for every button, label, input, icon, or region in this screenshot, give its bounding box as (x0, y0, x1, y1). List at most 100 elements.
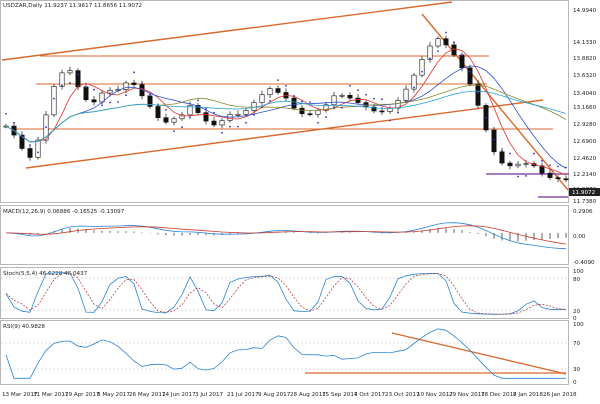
annotations (1, 1, 569, 375)
stoch-tick-label: 0 (573, 316, 577, 322)
candle-body (243, 110, 249, 115)
psar-dot (437, 50, 439, 52)
stoch-tick-label: 20 (573, 309, 581, 315)
psar-dot (533, 152, 535, 155)
candle-body (347, 94, 353, 99)
psar-dot (181, 126, 183, 129)
candle-body (195, 105, 201, 113)
candle-body (379, 110, 385, 113)
x-tick-label: 23 Oct 2017 (385, 392, 420, 398)
candle-body (67, 70, 73, 74)
psar-dot (453, 41, 455, 44)
psar-dot (197, 99, 199, 102)
psar-dot (45, 126, 47, 129)
psar-dot (229, 125, 231, 128)
candle-body (251, 102, 257, 111)
candle-body (51, 86, 57, 116)
stoch-series-group (5, 272, 567, 315)
price-tick-label: 13.6320 (573, 73, 597, 79)
rsi-y-axis: 100 70 30 0 (573, 322, 584, 386)
candle-body (91, 99, 97, 103)
x-tick-label: 8 May 2017 (97, 392, 130, 398)
moving-average-line (5, 65, 567, 169)
candle-body (563, 178, 569, 181)
price-tick-label: 14.1330 (573, 40, 597, 46)
candle-body (419, 59, 425, 76)
psar-dot (117, 101, 119, 103)
psar-dot (397, 111, 399, 114)
price-tick-label: 12.2140 (573, 172, 597, 178)
candle-body (459, 54, 465, 69)
candle-body (491, 129, 497, 153)
psar-dot (301, 100, 303, 103)
psar-dot (293, 94, 295, 97)
candle-body (331, 95, 337, 106)
candle-body (427, 45, 433, 60)
candle-body (131, 82, 137, 85)
x-tick-label: 13 Mar 2017 (2, 392, 38, 398)
rsi-tick-label: 0 (573, 380, 577, 386)
psar-dot (373, 97, 375, 100)
candle-body (307, 113, 313, 116)
candle-body (547, 172, 553, 178)
psar-dot (389, 119, 391, 122)
psar-dot (221, 131, 223, 134)
x-tick-label: 15 Sep 2017 (322, 392, 358, 398)
candle-body (75, 70, 81, 88)
stoch-signal-line (5, 272, 567, 315)
macd-series-group (5, 222, 567, 250)
candle-body (291, 97, 297, 109)
candle-body (187, 105, 193, 116)
candle-body (555, 177, 561, 180)
price-title: USDZAR,Daily 11.9237 11.9617 11.8656 11.… (3, 3, 142, 9)
macd-panel-frame (0, 205, 569, 265)
psar-dot (517, 175, 519, 178)
candle-body (147, 95, 153, 107)
candle-body (171, 118, 177, 123)
psar-dot (61, 84, 63, 87)
candle-body (523, 163, 529, 165)
rsi-panel-frame (0, 320, 569, 385)
psar-dot (269, 99, 271, 102)
psar-dot (421, 70, 423, 73)
candle-body (299, 107, 305, 115)
psar-dot (21, 135, 23, 138)
psar-dot (325, 116, 327, 119)
psar-dot (557, 165, 559, 168)
psar-dot (365, 93, 367, 96)
candle-body (59, 72, 65, 87)
rsi-descending-trendline (391, 332, 567, 375)
candle-body (27, 148, 33, 158)
psar-dot (461, 54, 463, 57)
price-tick-label: 12.4620 (573, 156, 597, 162)
x-tick-label: 3 Jul 2017 (195, 392, 224, 398)
psar-dot (133, 71, 135, 74)
stoch-y-axis: 100 80 20 0 (573, 269, 584, 322)
candle-body (467, 67, 473, 85)
candle-body (355, 97, 361, 103)
psar-dot (109, 101, 111, 104)
candle-body (179, 114, 185, 120)
psar-dot (357, 89, 359, 92)
price-tick-label: 12.6900 (573, 139, 597, 145)
current-price-marker: 11.9072 (569, 188, 600, 196)
candle-body (499, 151, 505, 164)
price-y-axis: 14.9940 14.1330 13.8820 13.6320 13.4040 … (573, 8, 597, 205)
psar-dot (509, 152, 511, 155)
psar-dot (149, 93, 151, 96)
rsi-series-group (5, 328, 566, 379)
x-tick-label: 21 Jul 2017 (227, 392, 259, 398)
rsi-title: RSI(9) 40.9828 (3, 324, 45, 330)
psar-dot (429, 57, 431, 60)
psar-dot (165, 108, 167, 111)
psar-dot (485, 116, 487, 119)
candle-body (443, 38, 449, 46)
psar-dot (77, 73, 79, 76)
candle-body (3, 125, 9, 128)
macd-tick-label: 0.2906 (573, 209, 593, 215)
psar-dot (469, 70, 471, 73)
current-price-label: 11.9072 (572, 190, 595, 196)
candle-body (107, 89, 113, 94)
x-tick-label: 14 Jun 2017 (162, 392, 196, 398)
candle-body (315, 110, 321, 115)
